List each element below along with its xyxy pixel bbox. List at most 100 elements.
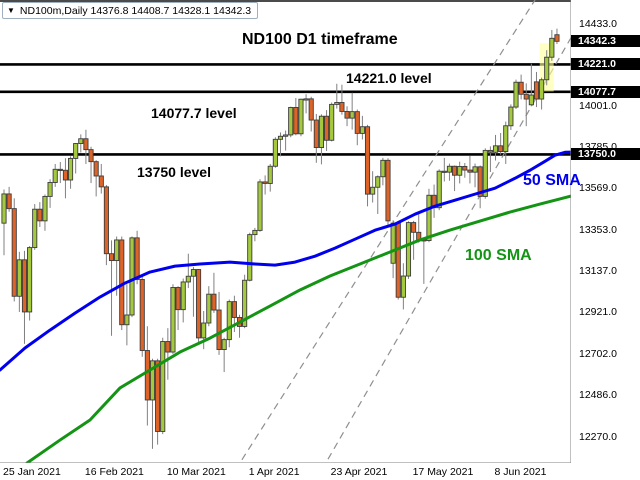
candle-body [83,138,89,151]
candle-body [308,98,314,121]
candle-body [119,239,125,326]
trendline[interactable] [229,0,536,480]
candle-body [288,106,294,136]
candle-body [62,169,68,181]
time-axis[interactable]: 25 Jan 2021 16 Feb 2021 10 Mar 2021 1 Apr 2… [0,463,640,480]
candle-body [411,222,417,233]
candle-body [180,281,186,311]
price-tick-label: 12921.0 [579,306,617,319]
candle-body [252,229,258,236]
candle-body [98,175,104,188]
candle-body [334,102,340,105]
price-tick-label: 13785.0 [579,141,617,154]
candle-body [262,181,268,184]
chart-pane[interactable] [0,0,572,480]
candle-body [544,56,550,81]
candles-layer [1,28,560,449]
candle-body [216,309,222,351]
price-level-badge: 14077.7 [571,85,640,98]
candle-body [134,237,140,280]
candle-body [359,126,365,134]
sma50-label: 50 SMA [523,172,581,189]
candle-body [257,181,263,231]
candle-body [1,193,7,224]
candle-body [88,149,94,163]
candle-body [528,94,534,106]
candle-body [380,159,386,178]
candle-body [32,208,38,249]
candle-body [160,341,166,432]
candle-body [196,269,202,339]
candle-body [533,81,540,100]
candle-body [482,149,488,197]
price-tick-label: 14001.0 [579,99,617,112]
time-tick-label: 10 Mar 2021 [166,466,226,478]
price-level-badge: 13750.0 [571,148,640,161]
candle-body [405,222,412,277]
candle-body [201,322,207,339]
time-tick-label: 17 May 2021 [412,466,474,478]
candle-body [339,102,345,112]
candle-body [144,350,150,401]
candle-body [457,165,463,176]
candle-body [318,115,324,148]
sma100-label: 100 SMA [465,247,532,264]
price-axis[interactable]: 14433.0 14001.0 13785.0 13569.0 13353.0 13137… [571,0,640,463]
candle-body [231,301,237,318]
candle-body [426,194,432,241]
time-tick-label: 1 Apr 2021 [248,466,300,478]
candle-body [37,208,43,222]
candle-body [175,287,181,311]
candle-body [78,138,84,144]
candle-body [452,165,458,176]
candle-body [344,110,350,119]
candle-body [554,34,560,42]
time-tick-label: 16 Feb 2021 [84,466,144,478]
candle-body [349,111,355,119]
candle-body [462,165,468,171]
candle-body [313,119,319,148]
price-tick-label: 12270.0 [579,430,617,443]
candle-body [103,186,109,255]
candle-body [283,134,289,137]
candle-body [185,275,191,283]
trendline[interactable] [316,36,572,480]
candle-body [364,126,371,195]
candle-body [324,115,330,141]
candle-body [47,182,53,197]
candle-body [242,279,248,327]
candle-body [498,145,504,152]
candle-body [206,293,212,324]
candle-body [211,293,217,311]
candle-body [42,195,48,222]
candle-body [467,169,473,173]
candle-body [272,138,278,167]
candle-body [226,301,232,341]
candle-body [21,259,28,313]
symbol-dropdown-icon[interactable]: ▼ [7,5,15,15]
candle-body [329,103,335,141]
time-tick-label: 25 Jan 2021 [3,466,61,478]
candle-body [354,111,360,134]
time-tick-label: 8 Jun 2021 [494,466,547,478]
candle-body [477,166,483,197]
sma50-line[interactable] [0,150,571,372]
symbol-info-bar: ▼ ND100m,Daily 14376.8 14408.7 14328.1 1… [2,2,259,19]
candle-body [400,275,406,298]
candle-body [267,165,273,184]
candle-body [139,279,145,351]
sma100-line[interactable] [25,194,571,463]
price-tick-label: 12702.0 [579,348,617,360]
candle-body [170,287,176,353]
candle-body [221,339,227,351]
candle-body [247,234,253,281]
candle-body [165,341,171,353]
candle-body [303,98,309,101]
candle-body [492,145,499,153]
candle-body [503,125,509,152]
candle-body [385,159,391,222]
window-top-edge [0,0,640,2]
candle-body [6,193,12,210]
